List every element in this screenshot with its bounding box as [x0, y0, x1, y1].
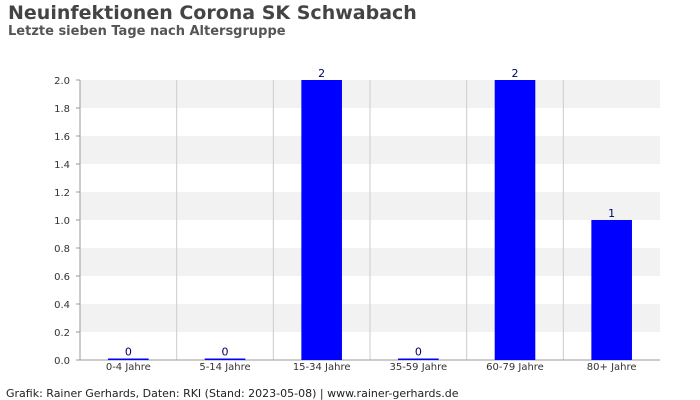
y-tick-label: 0.8 [54, 244, 70, 255]
x-tick-label: 5-14 Jahre [199, 362, 250, 373]
bar [204, 358, 246, 360]
y-tick-label: 0.2 [54, 328, 70, 339]
x-tick-label: 60-79 Jahre [486, 362, 544, 373]
chart-footer: Grafik: Rainer Gerhards, Daten: RKI (Sta… [6, 387, 459, 400]
x-tick-label: 35-59 Jahre [389, 362, 447, 373]
y-tick-label: 1.2 [54, 188, 70, 199]
x-tick-label: 80+ Jahre [587, 362, 637, 373]
data-label: 0 [415, 346, 422, 359]
y-tick-label: 1.6 [54, 132, 70, 143]
chart-title: Neuinfektionen Corona SK Schwabach [8, 2, 417, 24]
data-label: 0 [222, 346, 229, 359]
bar [301, 80, 342, 360]
y-tick-label: 1.8 [54, 104, 70, 115]
y-tick-label: 2.0 [54, 76, 70, 87]
bar [398, 358, 439, 360]
y-tick-label: 1.0 [54, 216, 70, 227]
data-label: 2 [512, 67, 519, 80]
y-tick-label: 0.6 [54, 272, 70, 283]
data-label: 1 [608, 207, 615, 220]
bar [494, 80, 536, 360]
y-tick-label: 1.4 [54, 160, 70, 171]
y-tick-label: 0.0 [54, 356, 70, 367]
y-tick-label: 0.4 [54, 300, 70, 311]
bar [591, 220, 632, 360]
data-label: 0 [125, 346, 132, 359]
chart-subtitle: Letzte sieben Tage nach Altersgruppe [8, 24, 286, 39]
data-label: 2 [318, 67, 325, 80]
x-tick-label: 0-4 Jahre [106, 362, 151, 373]
bar [108, 358, 149, 360]
x-tick-label: 15-34 Jahre [293, 362, 351, 373]
